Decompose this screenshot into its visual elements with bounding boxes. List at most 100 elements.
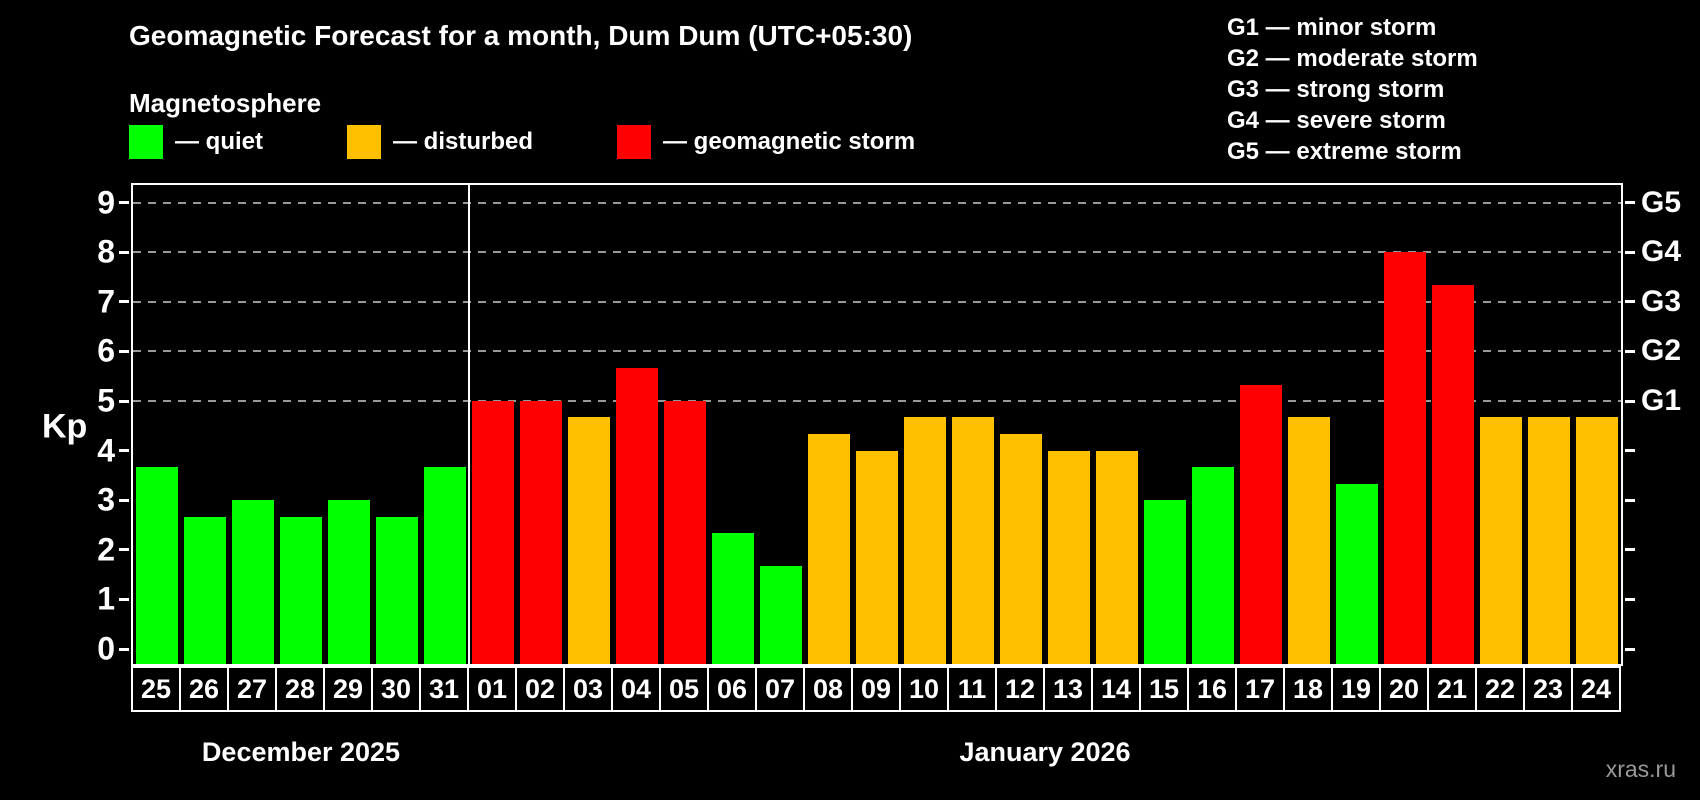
day-label: 27 bbox=[227, 666, 277, 712]
kp-bar-day-15 bbox=[1144, 500, 1186, 664]
disturbed-color-swatch bbox=[347, 125, 381, 159]
month-label-1: January 2026 bbox=[959, 737, 1131, 767]
day-label: 20 bbox=[1379, 666, 1429, 712]
day-label: 07 bbox=[755, 666, 805, 712]
kp-bar-day-27 bbox=[232, 500, 274, 664]
y-axis-tick-label: 2 bbox=[97, 531, 115, 568]
legend-item-label: — quiet bbox=[175, 128, 263, 155]
g-scale-legend: G1 — minor storm G2 — moderate storm G3 — … bbox=[1227, 12, 1478, 167]
kp-bar-day-07 bbox=[760, 566, 802, 664]
kp-bar-day-19 bbox=[1336, 483, 1378, 664]
day-label: 10 bbox=[899, 666, 949, 712]
plot-area: G1 G2 G3 G4 G5 0 1 2 3 4 5 6 7 8 9 bbox=[97, 183, 1681, 667]
g-scale-legend-item: G1 — minor storm bbox=[1227, 14, 1437, 41]
g-level-label-g4: G4 bbox=[1641, 235, 1682, 269]
gridline-g1 bbox=[133, 400, 1621, 402]
day-label: 28 bbox=[275, 666, 325, 712]
legend-item-label: — disturbed bbox=[393, 128, 534, 155]
kp-bar-day-24 bbox=[1576, 417, 1618, 664]
quiet-color-swatch bbox=[129, 125, 163, 159]
kp-bar-day-18 bbox=[1288, 417, 1330, 664]
month-separator-line bbox=[468, 185, 470, 664]
day-label: 08 bbox=[803, 666, 853, 712]
day-label: 06 bbox=[707, 666, 757, 712]
left-axis-tick bbox=[119, 349, 129, 353]
day-label: 02 bbox=[515, 666, 565, 712]
kp-bar-day-17 bbox=[1240, 384, 1282, 664]
day-label: 09 bbox=[851, 666, 901, 712]
y-axis-tick-label: 0 bbox=[97, 630, 115, 667]
g-level-label-g3: G3 bbox=[1641, 284, 1682, 318]
day-label: 19 bbox=[1331, 666, 1381, 712]
left-axis-tick bbox=[119, 399, 129, 403]
y-axis-tick-label: 9 bbox=[97, 184, 115, 221]
kp-bar-day-13 bbox=[1048, 450, 1090, 664]
kp-bar-day-28 bbox=[280, 516, 322, 664]
kp-bar-day-30 bbox=[376, 516, 418, 664]
storm-color-swatch bbox=[617, 125, 651, 159]
kp-bar-day-10 bbox=[904, 417, 946, 664]
chart-title: Geomagnetic Forecast for a month, Dum Du… bbox=[129, 20, 913, 51]
day-label: 25 bbox=[131, 666, 181, 712]
left-axis-tick bbox=[119, 597, 129, 601]
kp-bar-day-06 bbox=[712, 533, 754, 664]
plot-inner: G1 G2 G3 G4 G5 0 1 2 3 4 5 6 7 8 9 bbox=[97, 184, 1681, 666]
day-label: 30 bbox=[371, 666, 421, 712]
left-axis-tick bbox=[119, 449, 129, 453]
kp-bar-day-23 bbox=[1528, 417, 1570, 664]
right-axis-tick bbox=[1625, 349, 1635, 353]
x-axis-day-labels: 25 26 27 28 29 30 31 01 02 03 04 05 06 07 08 09 10 11 12 13… bbox=[131, 666, 1623, 716]
gridline-g5 bbox=[133, 201, 1621, 204]
day-label: 14 bbox=[1091, 666, 1141, 712]
day-label: 21 bbox=[1427, 666, 1477, 712]
day-label: 26 bbox=[179, 666, 229, 712]
day-label: 01 bbox=[467, 666, 517, 712]
day-label: 15 bbox=[1139, 666, 1189, 712]
legend-item-storm: — geomagnetic storm bbox=[617, 125, 915, 159]
left-axis-tick bbox=[119, 548, 129, 552]
left-axis-tick bbox=[119, 647, 129, 651]
right-axis-tick bbox=[1625, 498, 1635, 502]
left-axis-tick bbox=[119, 300, 129, 304]
gridline-g3 bbox=[133, 300, 1621, 303]
g-scale-legend-item: G4 — severe storm bbox=[1227, 107, 1446, 134]
y-axis-tick-label: 3 bbox=[97, 481, 115, 518]
y-axis-tick-label: 5 bbox=[97, 382, 115, 419]
kp-bar-day-29 bbox=[328, 500, 370, 664]
kp-bar-day-14 bbox=[1096, 450, 1138, 664]
kp-bar-day-21 bbox=[1432, 285, 1474, 664]
kp-bar-day-12 bbox=[1000, 434, 1042, 664]
right-axis-tick bbox=[1625, 449, 1635, 453]
day-label: 12 bbox=[995, 666, 1045, 712]
day-label: 29 bbox=[323, 666, 373, 712]
day-label: 24 bbox=[1571, 666, 1621, 712]
gridline-g4 bbox=[133, 251, 1621, 254]
left-axis-tick bbox=[119, 250, 129, 254]
day-label: 23 bbox=[1523, 666, 1573, 712]
kp-bar-day-22 bbox=[1480, 417, 1522, 664]
day-label: 03 bbox=[563, 666, 613, 712]
kp-bar-day-25 bbox=[136, 466, 178, 664]
kp-bar-day-02 bbox=[520, 401, 562, 664]
left-axis-tick bbox=[119, 201, 129, 205]
g-level-label-g1: G1 bbox=[1641, 384, 1682, 417]
right-axis-tick bbox=[1625, 300, 1635, 304]
watermark: xras.ru bbox=[1605, 756, 1676, 782]
y-axis-tick-label: 8 bbox=[97, 233, 115, 270]
y-axis-tick-label: 1 bbox=[97, 580, 115, 617]
left-axis-tick bbox=[119, 498, 129, 502]
right-axis-tick bbox=[1625, 399, 1635, 403]
right-axis-tick bbox=[1625, 647, 1635, 651]
legend-item-label: — geomagnetic storm bbox=[663, 128, 916, 155]
right-axis-tick bbox=[1625, 548, 1635, 552]
kp-bar-day-16 bbox=[1192, 466, 1234, 664]
kp-bar-day-08 bbox=[808, 434, 850, 664]
day-label: 18 bbox=[1283, 666, 1333, 712]
day-label: 31 bbox=[419, 666, 469, 712]
legend-item-disturbed: — disturbed bbox=[347, 125, 533, 159]
g-scale-legend-item: G2 — moderate storm bbox=[1227, 45, 1478, 72]
day-label: 13 bbox=[1043, 666, 1093, 712]
kp-bar-day-01 bbox=[472, 401, 514, 664]
kp-bar-day-09 bbox=[856, 450, 898, 664]
